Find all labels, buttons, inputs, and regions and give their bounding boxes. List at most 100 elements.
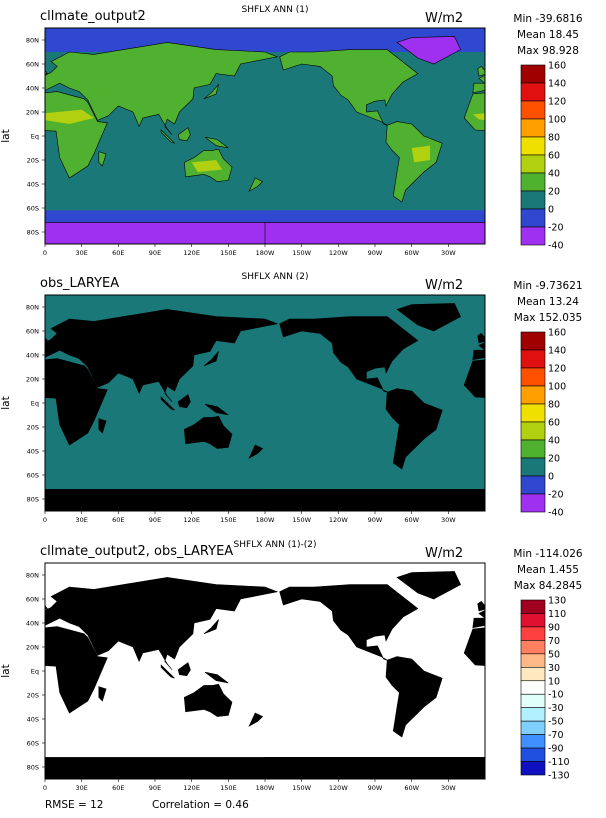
x-tick-label: 30W <box>441 516 456 524</box>
colorbar-box <box>520 734 546 749</box>
colorbar-box <box>520 403 546 423</box>
landmass <box>183 415 233 449</box>
stat: Mean 18.45 <box>517 29 579 41</box>
colorbar-box <box>520 626 546 641</box>
colorbar-box <box>520 680 546 695</box>
colorbar-label: 80 <box>548 133 560 144</box>
colorbar-box <box>520 747 546 762</box>
colorbar-box <box>520 613 546 628</box>
landmass <box>177 127 191 142</box>
x-tick-label: 90E <box>149 516 161 524</box>
colorbar-label: -30 <box>548 703 564 714</box>
landmass <box>385 656 443 738</box>
y-tick-label: 60S <box>27 205 39 213</box>
colorbar-label: -40 <box>548 241 564 252</box>
colorbar-box <box>520 154 546 174</box>
x-tick-label: 30W <box>441 784 456 792</box>
landmass <box>463 359 485 398</box>
y-tick-label: 60S <box>27 740 39 748</box>
x-tick-label: 120W <box>329 516 348 524</box>
y-tick-label: 40N <box>26 352 39 360</box>
landmass <box>477 601 485 612</box>
landmass <box>385 388 443 470</box>
colorbar-box <box>520 599 546 614</box>
colorbar-label: 20 <box>548 187 560 198</box>
landmass <box>396 571 461 600</box>
x-tick-label: 120W <box>329 249 348 257</box>
colorbar-box <box>520 385 546 405</box>
colorbar-label: 60 <box>548 418 560 429</box>
colorbar-label: -10 <box>548 690 564 701</box>
colorbar-box <box>520 208 546 228</box>
y-tick-label: Eq <box>31 668 39 676</box>
landmass <box>160 664 175 679</box>
colorbar-box <box>520 226 546 246</box>
dry-region <box>411 145 430 163</box>
colorbar-label: 80 <box>548 400 560 411</box>
colorbar-box <box>520 720 546 735</box>
colorbar-box <box>520 667 546 682</box>
colorbar-box <box>520 349 546 369</box>
units: W/m2 <box>425 11 463 26</box>
landmass <box>601 665 606 678</box>
landmass <box>477 66 485 77</box>
y-tick-label: 40N <box>26 620 39 628</box>
x-tick-label: 90E <box>149 249 161 257</box>
y-tick-label: 20S <box>27 692 39 700</box>
y-tick-label: 20S <box>27 424 39 432</box>
x-tick-label: 150E <box>220 784 237 792</box>
x-tick-label: 0 <box>43 249 47 257</box>
map-area <box>45 28 606 244</box>
x-tick-label: 0 <box>43 784 47 792</box>
colorbar-label: 120 <box>548 364 566 375</box>
landmass <box>45 626 108 714</box>
panel-title: cllmate_output2 <box>40 9 146 24</box>
colorbar-label: 110 <box>548 609 566 620</box>
x-tick-label: 150W <box>292 516 311 524</box>
y-tick-label: 40S <box>27 181 39 189</box>
x-tick-label: 90E <box>149 784 161 792</box>
colorbar-box <box>520 82 546 102</box>
y-tick-label: 80N <box>26 37 39 45</box>
panel-subtitle: SHFLX ANN (1)-(2) <box>234 540 317 550</box>
colorbar-label: 40 <box>548 436 560 447</box>
colorbar-box <box>520 693 546 708</box>
colorbar-label: -20 <box>548 223 564 234</box>
dry-region <box>472 113 485 121</box>
x-tick-label: 180W <box>256 784 275 792</box>
landmass <box>203 84 219 100</box>
colorbar-box <box>520 475 546 495</box>
map-panel: 0 30E 60E 90E 120E 150E 180W 150W 120W 90W 60W 30W 8… <box>0 5 606 257</box>
landmass <box>0 303 21 331</box>
landmass <box>177 662 191 677</box>
correlation: Correlation = 0.46 <box>152 799 249 811</box>
landmass <box>396 36 461 65</box>
colorbar-box <box>520 172 546 192</box>
axis-label: lat <box>0 664 12 677</box>
landmass <box>264 757 485 779</box>
y-tick-label: 20S <box>27 157 39 165</box>
landmass <box>45 577 279 670</box>
colorbar-label: 70 <box>548 636 560 647</box>
x-tick-label: 30E <box>75 516 87 524</box>
landmass <box>203 351 219 367</box>
landmass <box>0 571 21 599</box>
landmass <box>45 42 279 135</box>
stat: Max 84.2845 <box>514 580 582 592</box>
x-tick-label: 180W <box>256 516 275 524</box>
colorbar-label: -50 <box>548 717 564 728</box>
colorbar-box <box>520 136 546 156</box>
colorbar-label: 90 <box>548 622 560 633</box>
landmass <box>98 151 107 167</box>
x-tick-label: 30E <box>75 784 87 792</box>
landmass <box>396 303 461 332</box>
colorbar-box <box>520 707 546 722</box>
y-tick-label: 60N <box>26 61 39 69</box>
stat: Max 152.035 <box>514 312 582 324</box>
y-tick-label: 20N <box>26 644 39 652</box>
stat: Max 98.928 <box>517 45 579 57</box>
colorbar-label: 140 <box>548 346 566 357</box>
y-tick-label: 80S <box>27 496 39 504</box>
landmass <box>601 130 606 143</box>
map-panel: 0 30E 60E 90E 120E 150E 180W 150W 120W 90W 60W 30W 8… <box>0 272 583 524</box>
